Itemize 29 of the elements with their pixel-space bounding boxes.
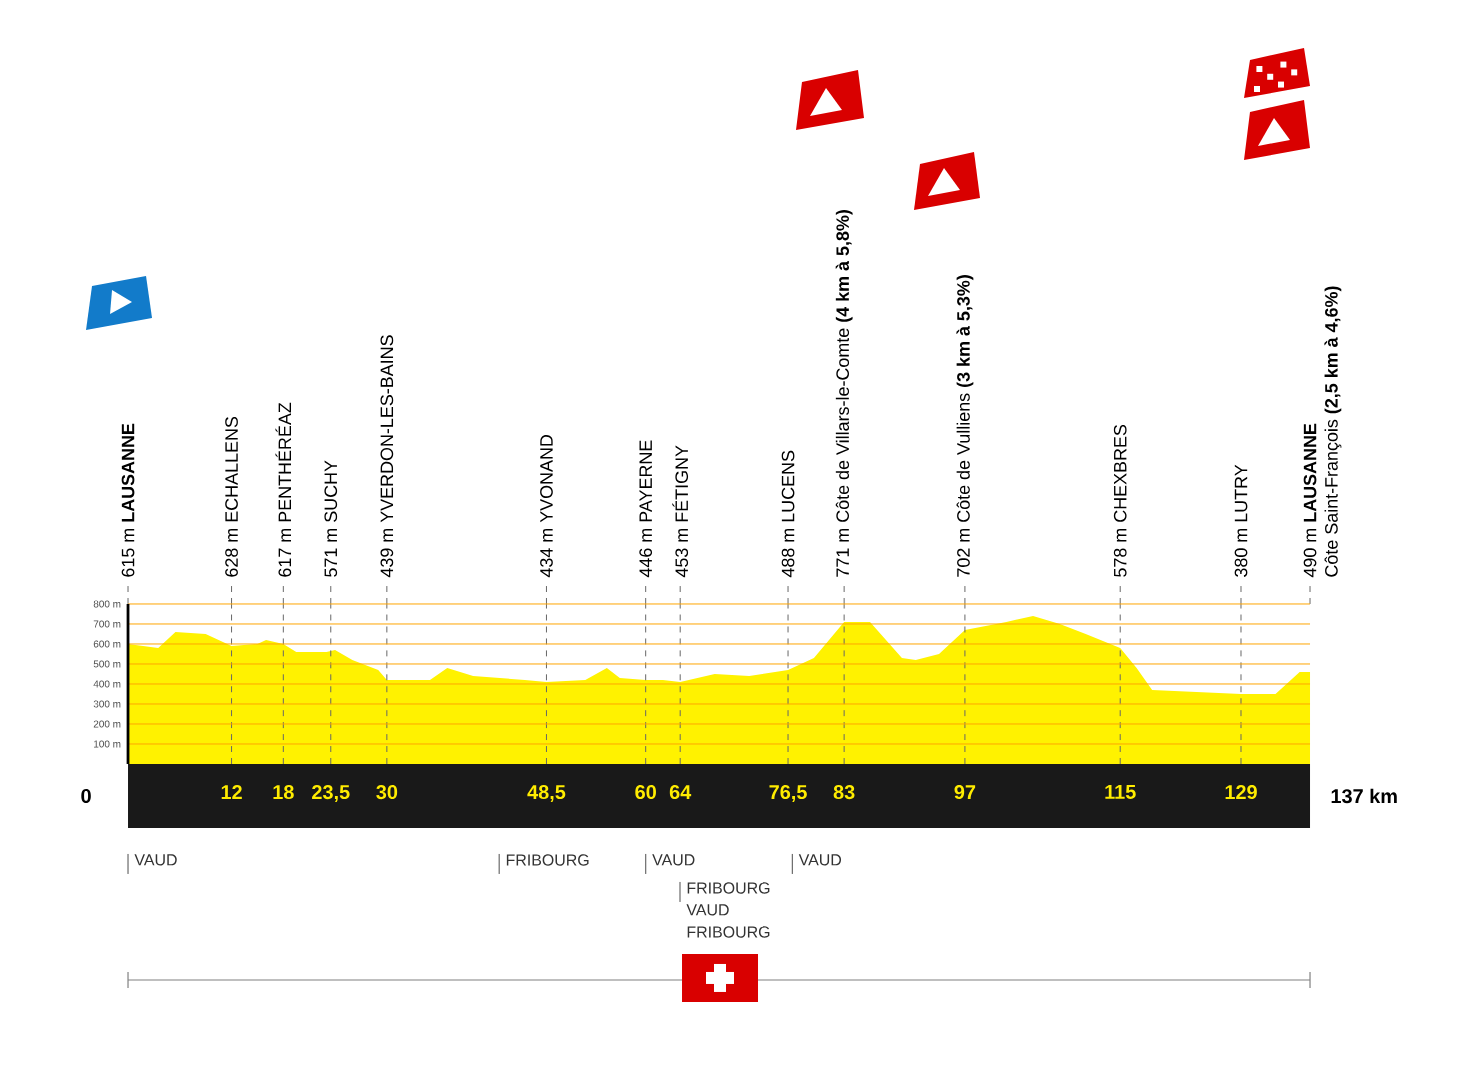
text: 571 m SUCHY	[324, 460, 338, 577]
x-tick-label: 12	[221, 785, 242, 799]
x-tick-label: 23,5	[312, 785, 350, 803]
x-tick-label: 76,5	[769, 785, 807, 803]
text: 439 m YVERDON-LES-BAINS	[380, 335, 394, 578]
x-tick-label: 97	[954, 785, 976, 800]
text: 380 m LUTRY	[1234, 464, 1248, 577]
text: 615 m LAUSANNE	[121, 423, 135, 577]
x-tick-label: 30	[376, 785, 398, 800]
text: 453 m FÉTIGNY	[672, 445, 689, 578]
text: 771 m Côte de Villars-le-Comte (4 km à 5,8%)	[835, 210, 853, 577]
x-tick-label: 129	[1225, 785, 1257, 800]
x-tick-label: 64	[669, 785, 692, 800]
text: 137 km	[1331, 788, 1397, 804]
x-tick-label: 60	[635, 785, 656, 800]
text: 446 m PAYERNE	[639, 440, 653, 578]
x-tick-label: 83	[833, 785, 855, 800]
text: 434 m YVONAND	[540, 434, 553, 578]
x-tick-label: 48,5	[527, 785, 566, 803]
text: 488 m LUCENS	[781, 450, 795, 578]
text: Côte Saint-François (2,5 km à 4,6%)	[1324, 286, 1342, 577]
text: 490 m LAUSANNE	[1303, 423, 1317, 578]
text: 617 m PENTHÉRÉAZ	[275, 402, 292, 577]
text: 0	[81, 788, 91, 804]
text: 628 m ECHALLENS	[225, 416, 238, 577]
x-tick-label: 115	[1105, 785, 1136, 799]
text: 702 m Côte de Vulliens (3 km à 5,3%)	[956, 275, 974, 577]
text: 578 m CHEXBRES	[1113, 424, 1127, 577]
x-tick-label: 18	[273, 785, 294, 800]
